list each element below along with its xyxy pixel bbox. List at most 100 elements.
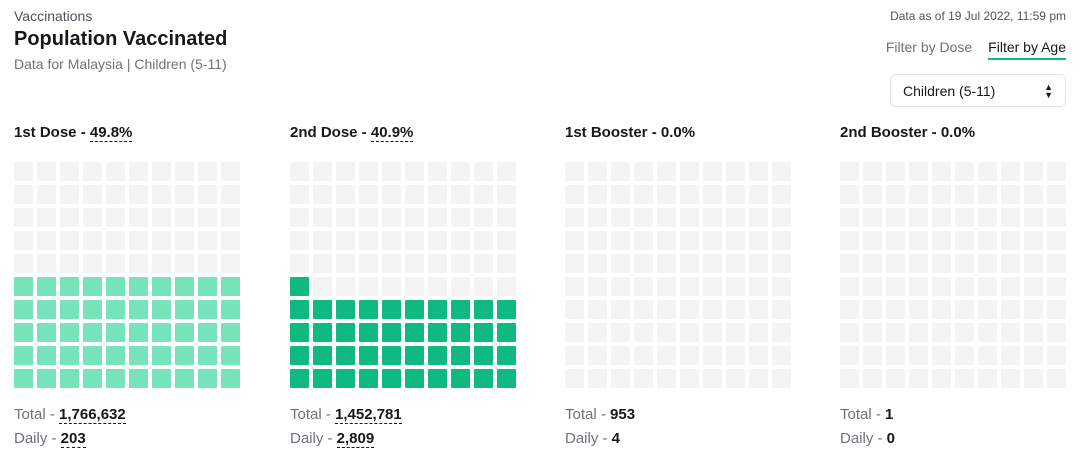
waffle-cell-empty [451,185,470,204]
waffle-cell-empty [886,323,905,342]
waffle-cell-filled [428,369,447,388]
waffle-cell-empty [1024,185,1043,204]
waffle-cell-empty [657,300,676,319]
waffle-cell-empty [588,254,607,273]
filter-by-dose-tab[interactable]: Filter by Dose [885,39,973,55]
waffle-cell-filled [336,300,355,319]
waffle-cell-empty [726,323,745,342]
filter-by-age-tab[interactable]: Filter by Age [988,39,1066,60]
waffle-cell-empty [703,208,722,227]
waffle-cell-filled [175,300,194,319]
waffle-cell-empty [1047,208,1066,227]
daily-stat: Daily - 0 [840,430,895,447]
daily-stat: Daily - 4 [565,430,620,447]
waffle-cell-empty [588,277,607,296]
waffle-cell-empty [1024,277,1043,296]
waffle-cell-empty [588,300,607,319]
waffle-cell-empty [37,231,56,250]
waffle-cell-filled [290,323,309,342]
waffle-cell-empty [772,185,791,204]
total-value[interactable]: 1,452,781 [335,406,402,424]
age-group-select[interactable]: Children (5-11) ▲ ▼ [890,74,1066,107]
waffle-cell-empty [772,231,791,250]
waffle-cell-empty [1047,369,1066,388]
waffle-cell-empty [336,277,355,296]
waffle-cell-empty [726,277,745,296]
daily-value[interactable]: 2,809 [336,430,375,448]
waffle-cell-empty [1001,208,1020,227]
waffle-cell-filled [382,323,401,342]
waffle-cell-empty [657,277,676,296]
waffle-cell-empty [680,254,699,273]
waffle-cell-empty [60,231,79,250]
waffle-cell-filled [451,346,470,365]
waffle-cell-empty [428,254,447,273]
waffle-cell-empty [863,300,882,319]
waffle-cell-empty [37,208,56,227]
waffle-cell-filled [37,369,56,388]
waffle-cell-empty [909,208,928,227]
waffle-cell-filled [221,277,240,296]
waffle-cell-empty [474,254,493,273]
filter-tabs: Filter by Dose Filter by Age [886,39,1066,60]
waffle-cell-empty [405,231,424,250]
waffle-cell-filled [60,277,79,296]
dose-percent[interactable]: 49.8% [89,124,133,142]
waffle-cell-filled [83,369,102,388]
waffle-cell-empty [14,231,33,250]
waffle-cell-filled [129,323,148,342]
waffle-cell-empty [428,231,447,250]
total-stat: Total - 1,766,632 [14,406,126,424]
waffle-cell-empty [175,208,194,227]
waffle-cell-empty [382,231,401,250]
waffle-cell-empty [703,254,722,273]
waffle-cell-empty [405,254,424,273]
waffle-cell-empty [1001,346,1020,365]
dose-percent[interactable]: 40.9% [370,124,414,142]
waffle-cell-filled [428,346,447,365]
waffle-cell-empty [1047,346,1066,365]
waffle-cell-filled [14,300,33,319]
waffle-cell-empty [451,162,470,181]
waffle-cell-empty [428,277,447,296]
waffle-cell-filled [313,323,332,342]
waffle-cell-empty [863,208,882,227]
waffle-cell-empty [382,254,401,273]
waffle-cell-empty [978,208,997,227]
waffle-cell-empty [749,254,768,273]
waffle-cell-empty [886,277,905,296]
waffle-cell-filled [129,346,148,365]
waffle-cell-empty [175,231,194,250]
waffle-cell-empty [221,185,240,204]
waffle-cell-empty [359,277,378,296]
total-value[interactable]: 1,766,632 [59,406,126,424]
waffle-cell-empty [382,208,401,227]
waffle-cell-empty [932,277,951,296]
dose-card-title: 1st Booster - 0.0% [565,124,795,146]
waffle-cell-empty [497,254,516,273]
waffle-cell-filled [83,277,102,296]
total-label: Total - [840,406,886,423]
waffle-cell-empty [863,277,882,296]
waffle-cell-empty [405,208,424,227]
waffle-cell-empty [152,185,171,204]
waffle-cell-filled [221,369,240,388]
waffle-chart [290,162,518,388]
waffle-cell-empty [955,208,974,227]
waffle-cell-empty [60,208,79,227]
waffle-cell-empty [1024,323,1043,342]
waffle-cell-empty [657,346,676,365]
waffle-cell-filled [37,277,56,296]
waffle-cell-empty [290,185,309,204]
waffle-cell-empty [1047,277,1066,296]
waffle-cell-empty [840,162,859,181]
waffle-cell-empty [657,231,676,250]
waffle-cell-filled [175,369,194,388]
waffle-cell-empty [1047,162,1066,181]
waffle-cell-empty [83,185,102,204]
waffle-cell-filled [313,369,332,388]
waffle-cell-empty [1047,323,1066,342]
waffle-cell-empty [726,231,745,250]
waffle-cell-empty [680,208,699,227]
daily-value[interactable]: 203 [60,430,86,448]
